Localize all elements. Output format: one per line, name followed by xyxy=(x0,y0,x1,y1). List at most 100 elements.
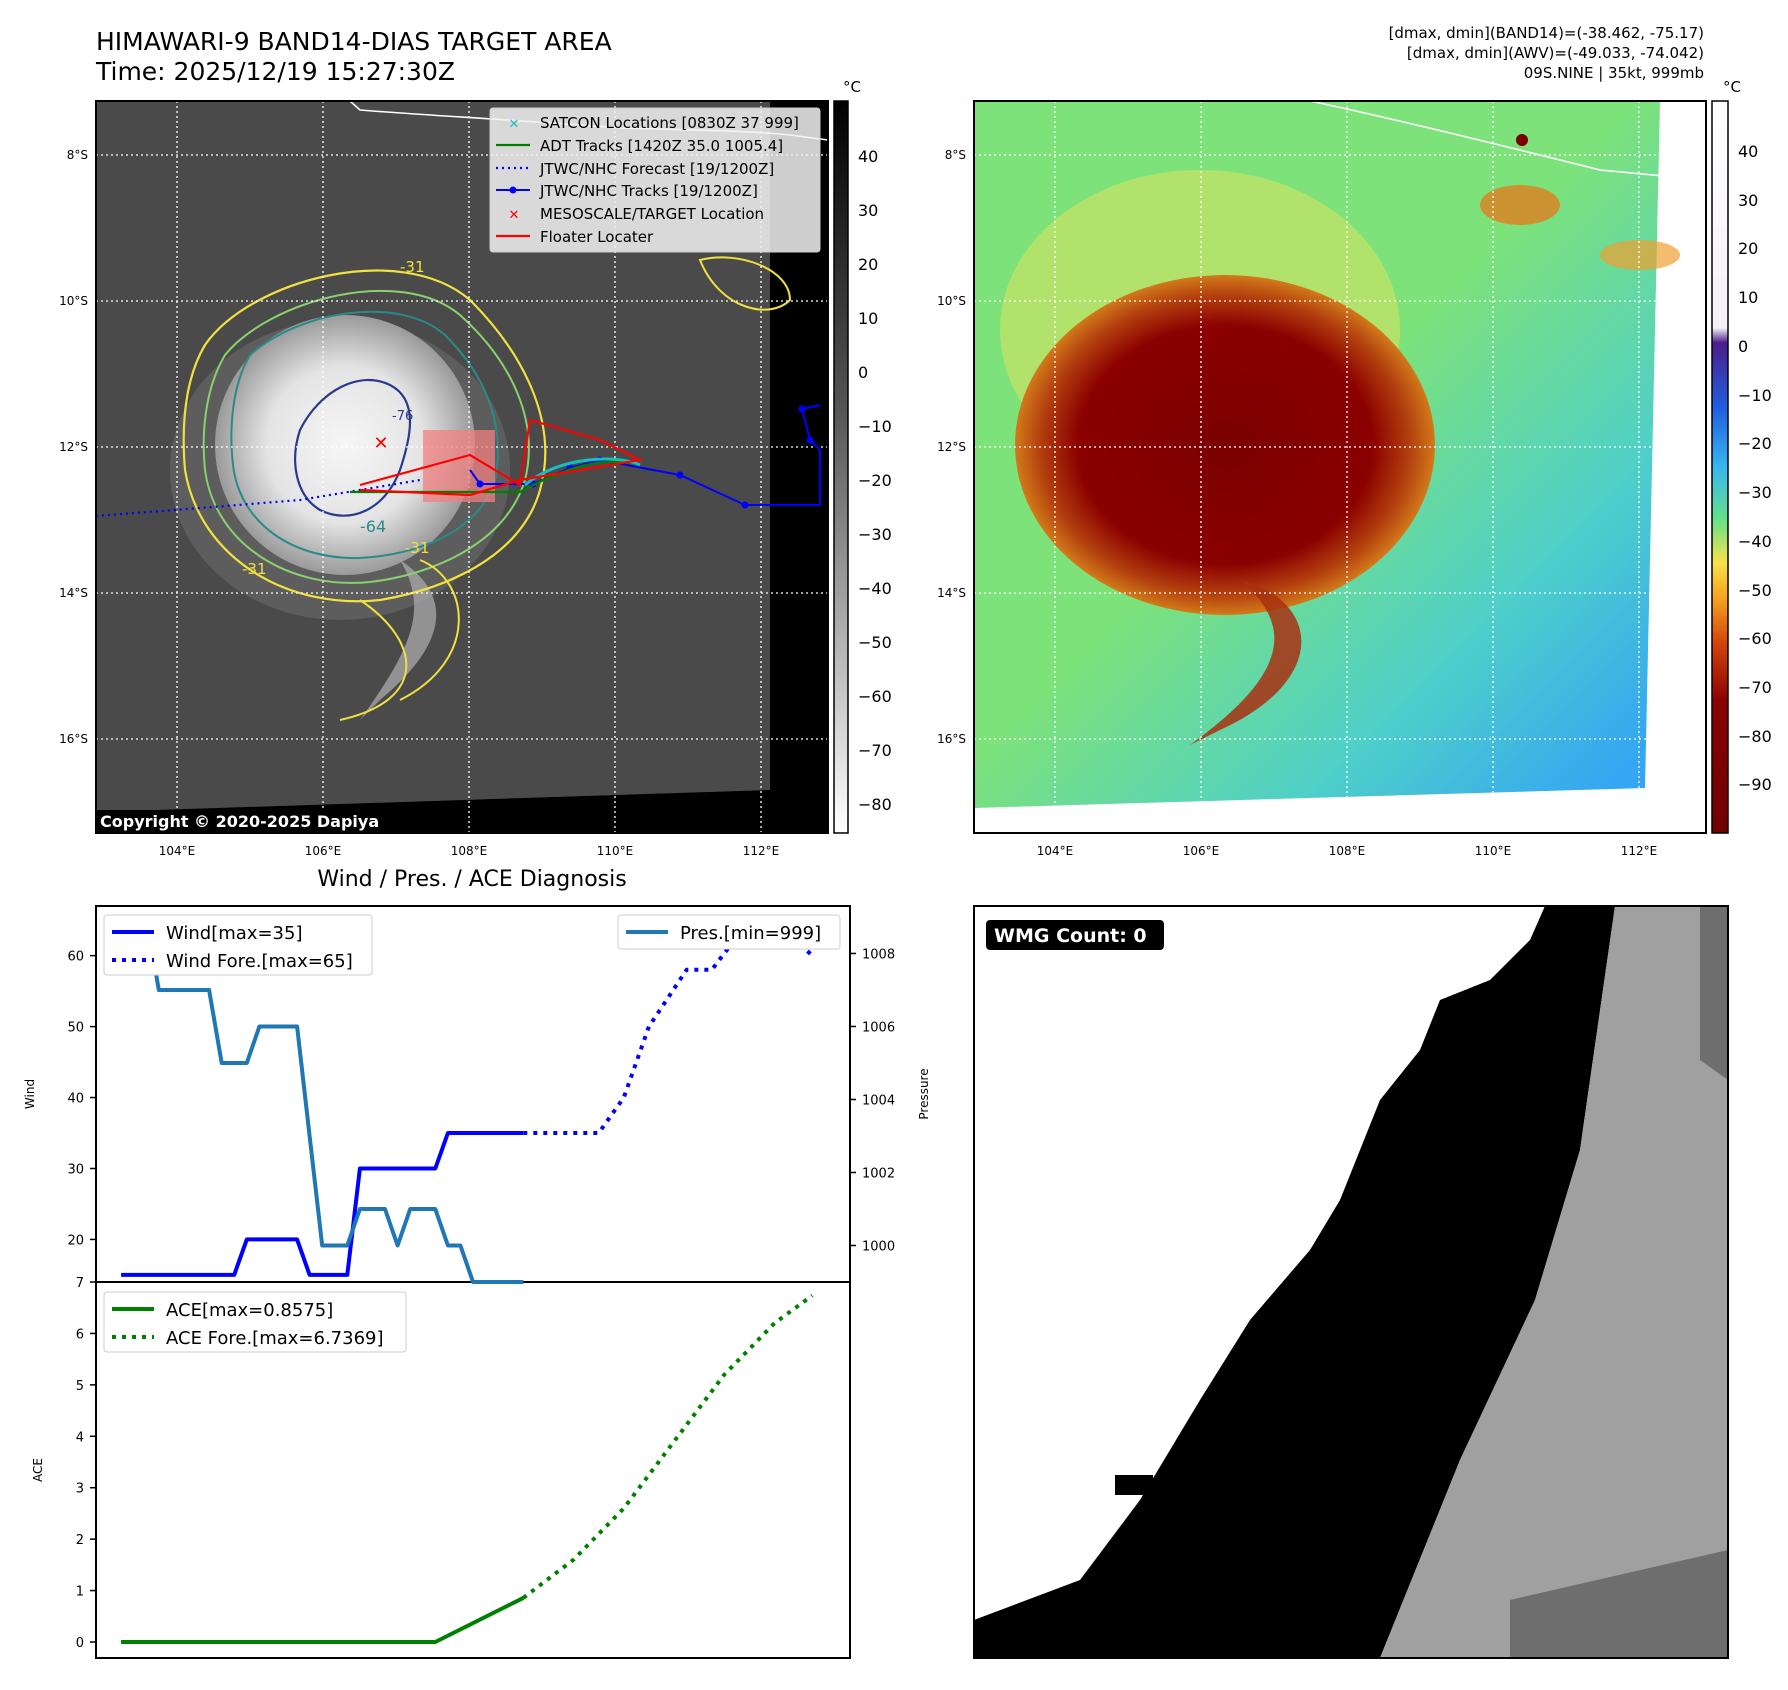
svg-text:112°E: 112°E xyxy=(1621,844,1658,858)
gray-colorbar-ticks: 40 30 20 10 0 −10 −20 −30 −40 −50 −60 −7… xyxy=(858,147,892,814)
ace-tick-label: 7 xyxy=(76,1276,84,1291)
storm-cloud xyxy=(215,315,475,575)
pressure-tick-label: 1004 xyxy=(862,1093,895,1108)
diagnosis-chart: Wind / Pres. / ACE Diagnosis 20304050601… xyxy=(23,867,931,1659)
svg-text:30: 30 xyxy=(1738,191,1758,210)
svg-text:−90: −90 xyxy=(1738,775,1772,794)
wind-series-line xyxy=(121,1131,524,1277)
svg-text:0: 0 xyxy=(858,363,868,382)
color-colorbar: °C 40 30 20 10 0 −10 −20 −30 −40 −50 −60… xyxy=(1711,78,1772,834)
coastline xyxy=(1309,101,1706,181)
svg-text:10: 10 xyxy=(858,309,878,328)
legend-label: Pres.[min=999] xyxy=(680,923,821,944)
ace-legend: ACE[max=0.8575] ACE Fore.[max=6.7369] xyxy=(103,1291,407,1353)
svg-text:10°S: 10°S xyxy=(937,294,966,308)
pressure-tick-label: 1002 xyxy=(862,1166,895,1181)
pressure-tick-label: 1006 xyxy=(862,1020,895,1035)
contour-31 xyxy=(182,269,547,603)
ir-map-lon-labels: 104°E 106°E 108°E 110°E 112°E xyxy=(159,844,780,858)
wmg-frame xyxy=(973,905,1729,1659)
contour-label: -76 xyxy=(392,409,413,424)
color-colorbar-ticks: 40 30 20 10 0 −10 −20 −30 −40 −50 −60 −7… xyxy=(1738,142,1772,794)
svg-text:−40: −40 xyxy=(858,579,892,598)
band14-range: [dmax, dmin](BAND14)=(-38.462, -75.17) xyxy=(1389,24,1704,42)
ace-tick-label: 6 xyxy=(76,1327,84,1342)
contour-76 xyxy=(294,378,411,517)
copyright-box xyxy=(96,810,406,833)
legend-label: ADT Tracks [1420Z 35.0 1005.4] xyxy=(540,137,783,155)
wind-tick-label: 30 xyxy=(67,1162,84,1177)
ace-tick-label: 5 xyxy=(76,1379,84,1394)
chart-title: Wind / Pres. / ACE Diagnosis xyxy=(317,867,626,892)
contour-label: -31 xyxy=(400,258,425,276)
contour-label: -64 xyxy=(360,517,386,536)
awv-range: [dmax, dmin](AWV)=(-49.033, -74.042) xyxy=(1407,44,1704,62)
legend-label: ACE Fore.[max=6.7369] xyxy=(166,1328,384,1349)
svg-text:−60: −60 xyxy=(858,687,892,706)
satcon-legend-icon: ✕ xyxy=(509,117,520,132)
ace-plot: 0 1 2 3 4 5 6 7 xyxy=(76,1276,814,1651)
svg-text:104°E: 104°E xyxy=(159,844,196,858)
svg-text:−30: −30 xyxy=(858,525,892,544)
ir-map-lat-labels: 8°S 10°S 12°S 14°S 16°S xyxy=(59,148,88,746)
storm-core xyxy=(1015,275,1435,615)
gray-colorbar: °C 40 30 20 10 0 −10 −20 −30 −40 −50 −60… xyxy=(833,78,892,834)
floater-locator-line xyxy=(359,418,644,497)
svg-text:10: 10 xyxy=(1738,288,1758,307)
svg-text:112°E: 112°E xyxy=(743,844,780,858)
wmg-count-label: WMG Count: 0 xyxy=(994,925,1147,947)
wind-tick-label: 50 xyxy=(67,1021,84,1036)
svg-text:10°S: 10°S xyxy=(59,294,88,308)
svg-text:8°S: 8°S xyxy=(67,148,88,162)
wind-tick-label: 40 xyxy=(67,1092,84,1107)
svg-text:−70: −70 xyxy=(1738,678,1772,697)
legend-label: JTWC/NHC Tracks [19/1200Z] xyxy=(539,182,758,200)
color-map-lat-labels: 8°S 10°S 12°S 14°S 16°S xyxy=(937,148,966,746)
contour-64 xyxy=(230,310,499,560)
svg-text:−10: −10 xyxy=(1738,386,1772,405)
legend-label: ACE[max=0.8575] xyxy=(166,1300,333,1321)
target-legend-icon: ✕ xyxy=(509,208,520,223)
pressure-tick-label: 1008 xyxy=(862,947,895,962)
svg-text:−20: −20 xyxy=(858,471,892,490)
svg-text:−50: −50 xyxy=(858,633,892,652)
wind-tick-label: 60 xyxy=(67,950,84,965)
color-map-grid xyxy=(974,101,1706,833)
legend-label: MESOSCALE/TARGET Location xyxy=(540,205,764,223)
ir-map-legend: ✕ SATCON Locations [0830Z 37 999] ADT Tr… xyxy=(489,107,821,253)
svg-text:16°S: 16°S xyxy=(59,732,88,746)
svg-text:20: 20 xyxy=(858,255,878,274)
svg-text:−30: −30 xyxy=(1738,483,1772,502)
figure-title: HIMAWARI-9 BAND14-DIAS TARGET AREA xyxy=(96,27,612,56)
svg-text:106°E: 106°E xyxy=(305,844,342,858)
legend-label: SATCON Locations [0830Z 37 999] xyxy=(540,114,799,132)
wmg-gray-region xyxy=(1200,906,1728,1658)
jtwc-track-markers xyxy=(476,405,814,509)
ace-tick-label: 0 xyxy=(76,1636,84,1651)
svg-text:108°E: 108°E xyxy=(1329,844,1366,858)
ace-forecast-line xyxy=(522,1293,814,1600)
wmg-black-region xyxy=(974,906,1615,1658)
pressure-legend: Pres.[min=999] xyxy=(617,914,841,950)
wind-axis-label: Wind xyxy=(23,1079,37,1109)
svg-text:106°E: 106°E xyxy=(1183,844,1220,858)
svg-text:30: 30 xyxy=(858,201,878,220)
svg-text:0: 0 xyxy=(1738,337,1748,356)
legend-label: Floater Locater xyxy=(540,228,654,246)
svg-text:14°S: 14°S xyxy=(59,586,88,600)
wmg-panel: WMG Count: 0 xyxy=(973,905,1729,1659)
svg-text:20: 20 xyxy=(1738,239,1758,258)
svg-text:−80: −80 xyxy=(858,795,892,814)
jtwc-forecast-line xyxy=(96,478,421,518)
svg-text:14°S: 14°S xyxy=(937,586,966,600)
target-location-marker: ✕ xyxy=(373,433,388,454)
storm-info: 09S.NINE | 35kt, 999mb xyxy=(1524,64,1704,82)
ir-map-panel: ✕ -31 -64 -76 -31 -31 ✕ SATCON Locations… xyxy=(59,100,829,858)
contour-label: -31 xyxy=(405,539,430,557)
color-map-lon-labels: 104°E 106°E 108°E 110°E 112°E xyxy=(1037,844,1658,858)
svg-text:40: 40 xyxy=(1738,142,1758,161)
svg-text:108°E: 108°E xyxy=(451,844,488,858)
ir-map-frame xyxy=(95,100,829,834)
ace-series-line xyxy=(121,1596,525,1644)
